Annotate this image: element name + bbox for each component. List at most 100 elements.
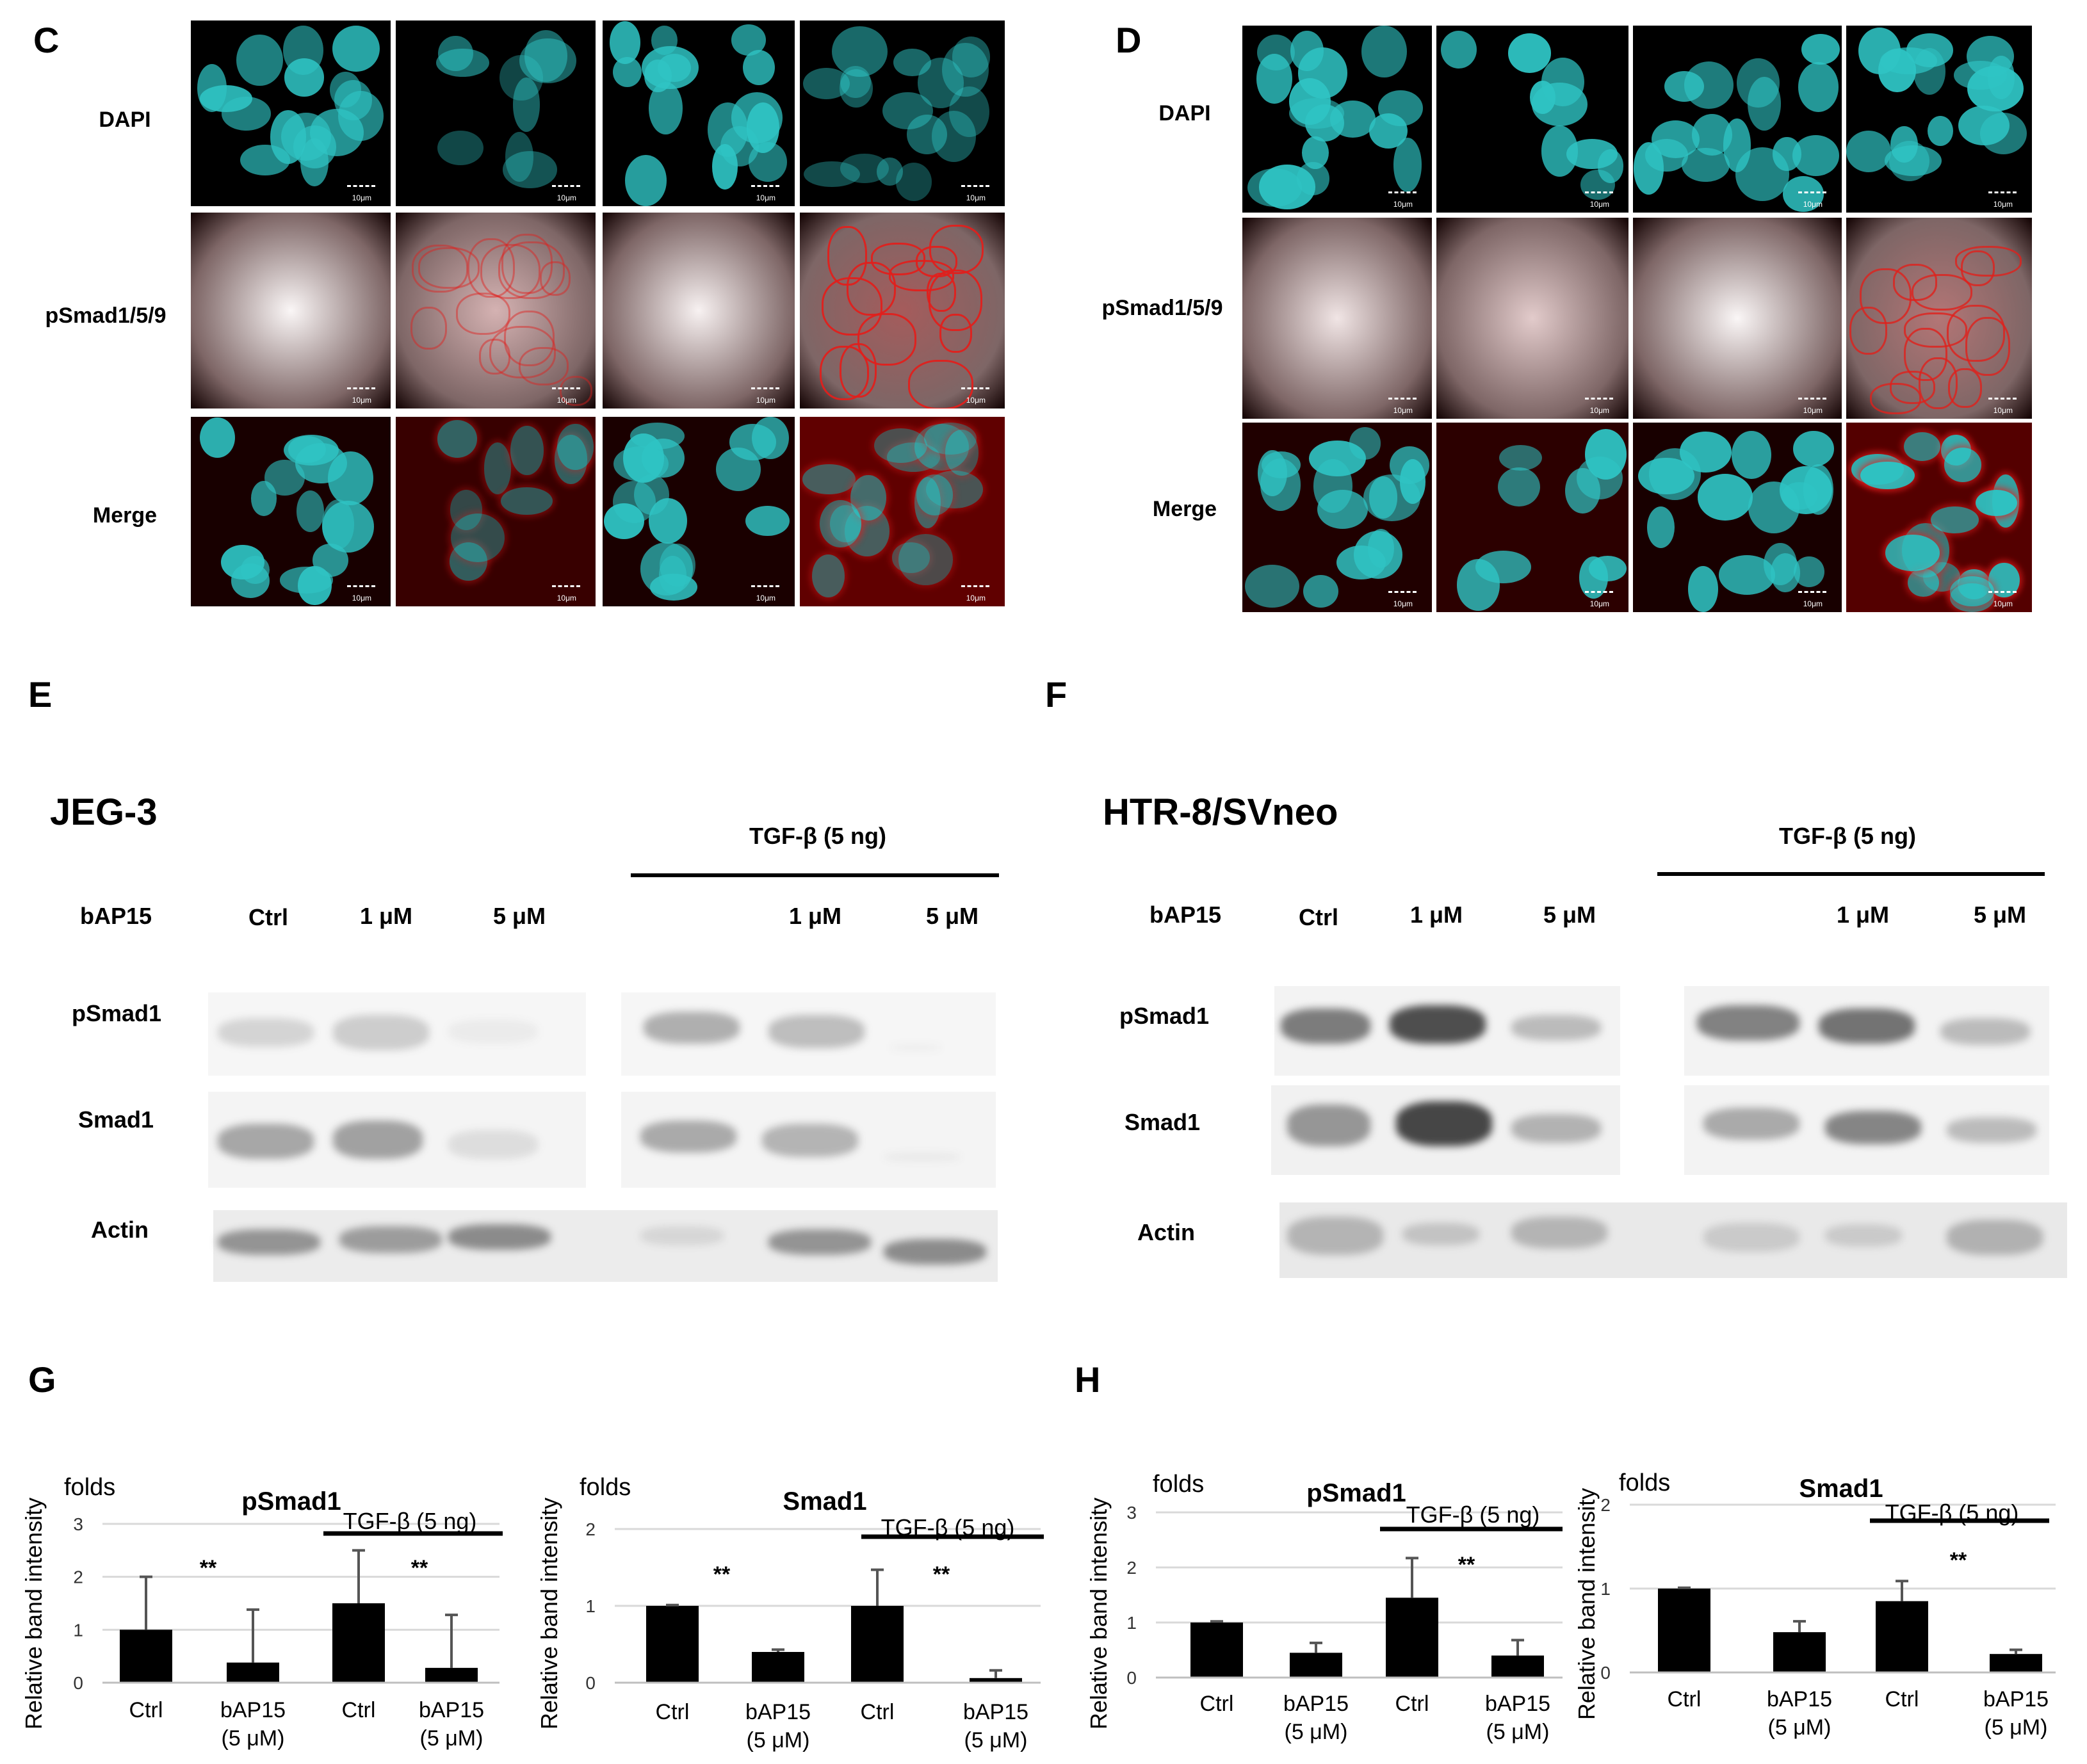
- blot-band: [448, 1224, 551, 1250]
- nucleus-blob: [916, 474, 953, 516]
- category-label: (5 μM): [1285, 1720, 1348, 1744]
- protein-label-e-actin: Actin: [91, 1217, 149, 1243]
- nucleus-blob: [802, 464, 856, 494]
- nucleus-blob: [1296, 162, 1329, 195]
- nucleus-blob: [1399, 459, 1426, 504]
- nucleus-blob: [1798, 62, 1839, 112]
- scale-bar: [1988, 191, 2017, 198]
- nucleus-blob: [952, 36, 991, 77]
- bar: [1876, 1601, 1928, 1672]
- blot-band: [1947, 1220, 2043, 1255]
- nucleus-blob: [450, 490, 482, 531]
- category-label: (5 μM): [420, 1726, 483, 1751]
- nucleus-blob: [501, 487, 553, 515]
- nucleus-blob: [200, 417, 235, 458]
- scale-bar: [1388, 398, 1417, 405]
- microscopy-tile: 10μm: [191, 213, 391, 409]
- bar: [1386, 1598, 1438, 1678]
- row-label-merge-d: Merge: [1152, 497, 1217, 521]
- microscopy-tile: 10μm: [396, 213, 596, 409]
- blot-band: [1287, 1217, 1383, 1255]
- category-label: bAP15: [1767, 1687, 1832, 1711]
- scale-bar-label: 10μm: [1589, 406, 1609, 415]
- nucleus-blob: [222, 97, 272, 131]
- scale-bar-label: 10μm: [966, 594, 986, 603]
- protein-label-f-smad1: Smad1: [1125, 1109, 1201, 1135]
- microscopy-tile: 10μm: [1846, 423, 2032, 612]
- nucleus-blob: [1684, 61, 1734, 109]
- y-tick-label: 3: [73, 1514, 83, 1534]
- scale-bar-label: 10μm: [1993, 406, 2013, 415]
- stain-mesh: [857, 312, 916, 366]
- bar: [1658, 1589, 1710, 1672]
- microscopy-tile: 10μm: [800, 20, 1005, 206]
- microscopy-tile: 10μm: [800, 213, 1005, 409]
- nucleus-blob: [877, 157, 904, 186]
- nucleus-blob: [1258, 449, 1287, 497]
- nucleus-blob: [1803, 464, 1833, 515]
- nucleus-blob: [1748, 77, 1782, 131]
- scale-bar: [1585, 591, 1613, 598]
- nucleus-blob: [898, 533, 954, 585]
- nucleus-blob: [882, 92, 934, 129]
- cell-line-title-f: HTR-8/SVneo: [1103, 791, 1338, 833]
- scale-bar-label: 10μm: [966, 193, 986, 202]
- nucleus-blob: [629, 422, 685, 449]
- scale-bar-label: 10μm: [1589, 200, 1609, 209]
- blot-band: [884, 1153, 961, 1161]
- nucleus-blob: [914, 424, 969, 471]
- y-axis-label: Relative band intensity: [20, 1498, 47, 1729]
- nucleus-blob: [512, 77, 540, 132]
- nucleus-blob: [510, 426, 544, 476]
- chart-title: pSmad1: [241, 1487, 341, 1516]
- category-label: (5 μM): [1768, 1715, 1831, 1740]
- stain-mesh: [1965, 317, 2011, 376]
- nucleus-blob: [711, 143, 738, 190]
- blot-strip: [208, 1092, 586, 1188]
- row-label-psmad-d: pSmad1/5/9: [1101, 296, 1223, 320]
- scale-bar: [961, 185, 989, 192]
- category-label: (5 μM): [222, 1726, 285, 1751]
- y-tick-label: 3: [1126, 1503, 1137, 1523]
- nucleus-blob: [1748, 481, 1799, 533]
- nucleus-blob: [1367, 529, 1394, 568]
- nucleus-blob: [804, 161, 860, 188]
- nucleus-blob: [811, 554, 845, 597]
- microscopy-tile: 10μm: [1633, 218, 1842, 419]
- scale-bar-label: 10μm: [966, 396, 986, 405]
- nucleus-blob: [288, 435, 326, 464]
- nucleus-blob: [892, 542, 930, 573]
- stain-mesh: [908, 359, 973, 409]
- microscopy-tile: 10μm: [396, 417, 596, 606]
- category-label: (5 μM): [1486, 1720, 1550, 1744]
- bar: [1190, 1622, 1243, 1678]
- nucleus-blob: [1507, 33, 1551, 73]
- bar: [752, 1652, 804, 1683]
- nucleus-blob: [1860, 461, 1915, 490]
- scale-bar-label: 10μm: [1803, 599, 1823, 608]
- nucleus-blob: [1950, 576, 1994, 607]
- scale-bar: [1988, 591, 2017, 598]
- blot-band: [1511, 1015, 1601, 1040]
- y-tick-label: 1: [585, 1596, 596, 1616]
- row-label-dapi-c: DAPI: [99, 108, 151, 132]
- blot-band: [640, 1121, 736, 1153]
- nucleus-blob: [840, 153, 889, 183]
- nucleus-blob: [949, 86, 990, 138]
- y-tick-label: 1: [1600, 1579, 1611, 1599]
- blot-band: [1940, 1018, 2030, 1045]
- stain-mesh: [455, 292, 511, 335]
- scale-bar-label: 10μm: [556, 396, 576, 405]
- nucleus-blob: [1890, 126, 1918, 163]
- blot-band: [1697, 1005, 1799, 1040]
- stain-mesh: [410, 306, 448, 350]
- blot-band: [218, 1124, 314, 1159]
- stain-mesh: [821, 277, 883, 336]
- panel-letter-g: G: [28, 1359, 56, 1400]
- scale-bar-label: 10μm: [1589, 599, 1609, 608]
- bar: [425, 1667, 478, 1683]
- category-label: Ctrl: [129, 1698, 163, 1722]
- nucleus-blob: [1944, 448, 1982, 482]
- blot-band: [1287, 1105, 1370, 1146]
- y-axis-label: Relative band intensity: [1573, 1488, 1600, 1720]
